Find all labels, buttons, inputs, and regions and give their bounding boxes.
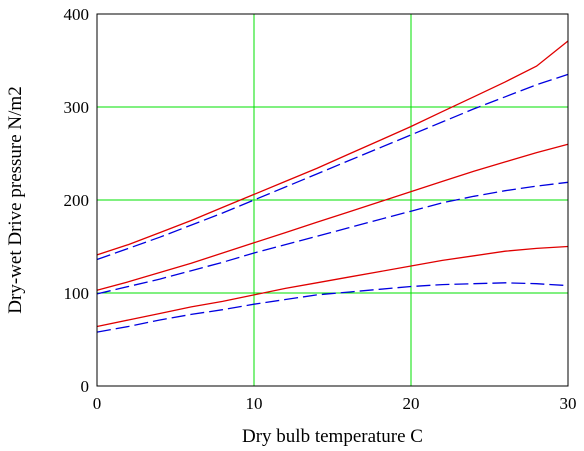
series-line-4	[96, 181, 569, 295]
series-line-5	[96, 245, 569, 328]
y-tick-label: 200	[64, 191, 90, 210]
y-tick-labels: 0 100 200 300 400	[64, 5, 90, 396]
series-line-2	[96, 73, 569, 261]
x-tick-label: 0	[93, 394, 102, 413]
series-line-3	[96, 143, 569, 291]
y-tick-label: 400	[64, 5, 90, 24]
plot-frame	[96, 13, 569, 387]
y-tick-label: 300	[64, 98, 90, 117]
series-line-1	[96, 40, 569, 256]
x-axis-label: Dry bulb temperature C	[242, 426, 423, 447]
x-tick-label: 30	[560, 394, 577, 413]
y-tick-label: 100	[64, 284, 90, 303]
x-tick-labels: 0 10 20 30	[93, 394, 577, 413]
y-axis-label: Dry-wet Drive pressure N/m2	[5, 86, 26, 313]
grid-lines	[97, 14, 568, 386]
series-line-6	[96, 282, 569, 333]
series-lines	[96, 40, 569, 333]
x-tick-label: 10	[246, 394, 263, 413]
x-tick-label: 20	[403, 394, 420, 413]
y-tick-label: 0	[81, 377, 90, 396]
